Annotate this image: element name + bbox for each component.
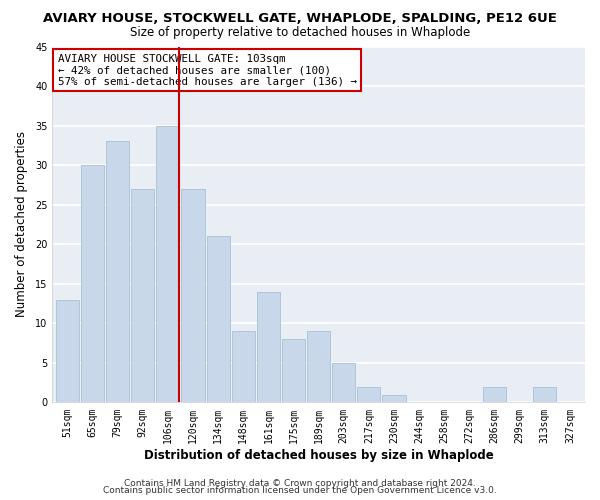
Bar — [206, 236, 230, 402]
Bar — [81, 165, 104, 402]
Bar — [157, 126, 179, 402]
Text: AVIARY HOUSE STOCKWELL GATE: 103sqm
← 42% of detached houses are smaller (100)
5: AVIARY HOUSE STOCKWELL GATE: 103sqm ← 42… — [58, 54, 356, 87]
Bar — [232, 332, 255, 402]
Y-axis label: Number of detached properties: Number of detached properties — [15, 132, 28, 318]
Bar — [307, 332, 330, 402]
X-axis label: Distribution of detached houses by size in Whaplode: Distribution of detached houses by size … — [144, 450, 494, 462]
Bar — [181, 189, 205, 402]
Bar — [382, 394, 406, 402]
Bar — [131, 189, 154, 402]
Text: Contains public sector information licensed under the Open Government Licence v3: Contains public sector information licen… — [103, 486, 497, 495]
Bar — [257, 292, 280, 403]
Bar — [56, 300, 79, 403]
Bar — [533, 386, 556, 402]
Bar — [332, 363, 355, 403]
Text: Contains HM Land Registry data © Crown copyright and database right 2024.: Contains HM Land Registry data © Crown c… — [124, 478, 476, 488]
Text: Size of property relative to detached houses in Whaplode: Size of property relative to detached ho… — [130, 26, 470, 39]
Text: AVIARY HOUSE, STOCKWELL GATE, WHAPLODE, SPALDING, PE12 6UE: AVIARY HOUSE, STOCKWELL GATE, WHAPLODE, … — [43, 12, 557, 26]
Bar — [483, 386, 506, 402]
Bar — [106, 142, 129, 402]
Bar — [282, 339, 305, 402]
Bar — [358, 386, 380, 402]
